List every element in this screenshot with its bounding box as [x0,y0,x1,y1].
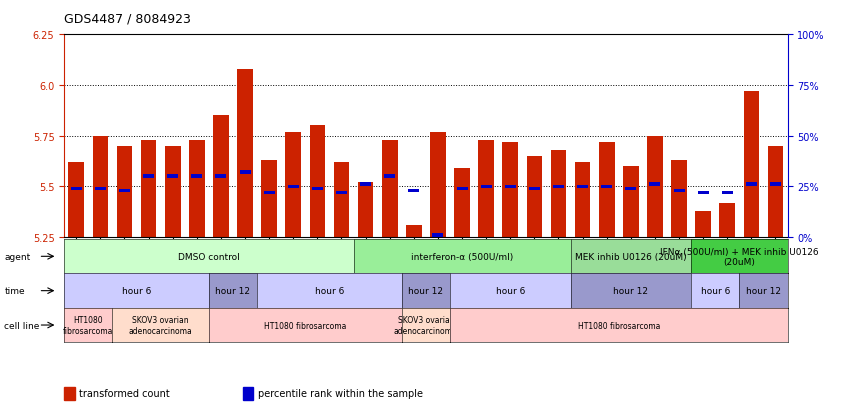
Bar [505,185,515,189]
Bar [310,126,325,237]
Text: hour 12: hour 12 [216,287,251,295]
Bar [264,191,275,195]
Bar [116,147,133,237]
Bar [167,175,178,178]
Bar [382,140,397,237]
Bar [430,132,446,237]
Bar [384,175,395,178]
Bar [719,203,735,237]
Text: percentile rank within the sample: percentile rank within the sample [259,388,423,398]
Text: HT1080 fibrosarcoma: HT1080 fibrosarcoma [578,321,660,330]
Bar [288,185,299,189]
Bar [406,225,422,237]
Text: HT1080
fibrosarcoma: HT1080 fibrosarcoma [63,316,114,335]
Bar [553,185,564,189]
Bar [119,189,130,193]
Bar [192,175,202,178]
Bar [626,187,636,191]
Bar [698,191,709,195]
Bar [143,175,154,178]
Bar [479,140,494,237]
Bar [334,163,349,237]
Bar [599,142,615,237]
Bar [189,140,205,237]
Bar [408,189,419,193]
Bar [285,132,301,237]
Bar [216,175,226,178]
Bar [165,147,181,237]
Text: MEK inhib U0126 (20uM): MEK inhib U0126 (20uM) [575,252,687,261]
Text: hour 12: hour 12 [408,287,443,295]
Text: GDS4487 / 8084923: GDS4487 / 8084923 [64,12,191,25]
Bar [140,140,157,237]
Text: hour 12: hour 12 [613,287,648,295]
Bar [261,161,277,237]
Bar [64,387,74,400]
Bar [623,167,639,237]
Bar [744,92,759,237]
Bar [312,187,323,191]
Text: hour 6: hour 6 [315,287,344,295]
Bar [432,234,443,237]
Text: IFNα (500U/ml) + MEK inhib U0126
(20uM): IFNα (500U/ml) + MEK inhib U0126 (20uM) [660,247,818,266]
Text: HT1080 fibrosarcoma: HT1080 fibrosarcoma [265,321,347,330]
Bar [674,189,685,193]
Bar [695,211,711,237]
Text: hour 6: hour 6 [122,287,152,295]
Bar [746,183,757,187]
Bar [770,183,781,187]
Bar [722,191,733,195]
Text: hour 12: hour 12 [746,287,781,295]
Bar [336,191,347,195]
Text: SKOV3 ovarian
adenocarcinoma: SKOV3 ovarian adenocarcinoma [394,316,458,335]
Text: interferon-α (500U/ml): interferon-α (500U/ml) [411,252,513,261]
Bar [529,187,540,191]
Bar [71,187,81,191]
Bar [647,136,663,237]
Bar [95,187,106,191]
Text: hour 6: hour 6 [496,287,525,295]
Bar [455,169,470,237]
Bar [456,187,467,191]
Bar [481,185,491,189]
Bar [502,142,518,237]
Text: cell line: cell line [4,321,39,330]
Bar [550,150,567,237]
Bar [360,183,371,187]
Bar [526,157,542,237]
Bar [243,387,253,400]
Text: agent: agent [4,252,31,261]
Bar [237,69,253,237]
Bar [92,136,108,237]
Bar [68,163,84,237]
Text: transformed count: transformed count [80,388,170,398]
Bar [240,171,251,175]
Bar [574,163,591,237]
Bar [577,185,588,189]
Bar [768,147,783,237]
Bar [671,161,687,237]
Text: time: time [4,287,25,295]
Text: SKOV3 ovarian
adenocarcinoma: SKOV3 ovarian adenocarcinoma [128,316,193,335]
Bar [213,116,229,237]
Text: DMSO control: DMSO control [178,252,240,261]
Bar [601,185,612,189]
Bar [358,183,373,237]
Bar [650,183,660,187]
Text: hour 6: hour 6 [700,287,730,295]
